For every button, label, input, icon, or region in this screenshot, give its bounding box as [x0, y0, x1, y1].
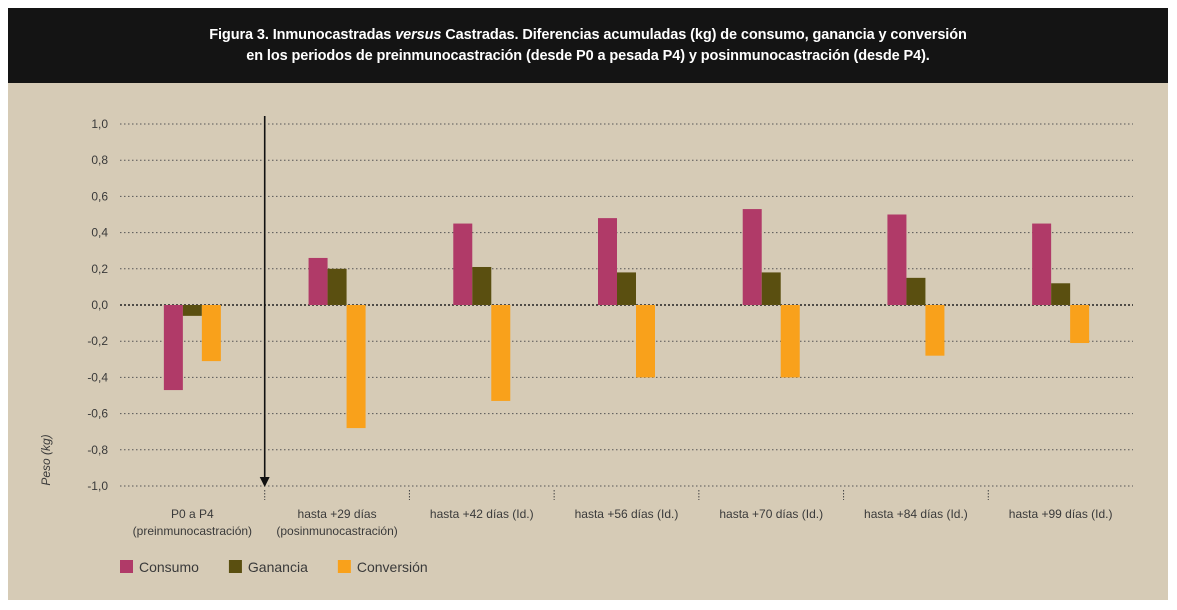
bar-ganancia — [182, 305, 202, 316]
x-tick-label: hasta +84 días (Id.) — [864, 507, 968, 521]
legend-swatch — [228, 560, 242, 573]
y-tick-label: 0,2 — [91, 262, 108, 276]
x-tick-label: (posinmunocastración) — [276, 524, 397, 538]
bar-conversi-n — [491, 305, 511, 401]
x-tick-label: P0 a P4 — [171, 507, 214, 521]
y-tick-label: 1,0 — [91, 117, 108, 131]
bar-consumo — [598, 218, 617, 305]
bar-consumo — [453, 223, 473, 305]
bar-conversi-n — [636, 305, 655, 378]
legend-label: Consumo — [139, 559, 199, 575]
bar-ganancia — [761, 272, 781, 305]
bar-conversi-n — [346, 305, 366, 429]
bar-ganancia — [906, 277, 926, 305]
title-bar: Figura 3. Inmunocastradas versus Castrad… — [8, 8, 1168, 83]
figure: Figura 3. Inmunocastradas versus Castrad… — [8, 8, 1168, 600]
grid-lines — [120, 123, 1133, 487]
chart-title-line-2: en los periodos de preinmunocastración (… — [246, 47, 930, 64]
x-tick-label: hasta +56 días (Id.) — [575, 507, 679, 521]
bar-conversi-n — [925, 305, 945, 356]
legend-label: Conversión — [357, 559, 428, 575]
bar-ganancia — [472, 266, 492, 305]
y-tick-label: 0,0 — [91, 298, 108, 312]
y-axis-title: Peso (kg) — [39, 434, 53, 485]
y-tick-label: -0,8 — [87, 443, 108, 457]
legend-label: Ganancia — [248, 559, 308, 575]
bar-conversi-n — [201, 305, 221, 362]
y-tick-label: -1,0 — [87, 479, 108, 493]
x-tick-label: (preinmunocastración) — [133, 524, 252, 538]
x-tick-label: hasta +42 días (Id.) — [430, 507, 534, 521]
x-tick-label: hasta +70 días (Id.) — [719, 507, 823, 521]
y-tick-label: 0,6 — [91, 189, 108, 203]
legend-swatch — [337, 560, 351, 573]
title-suffix: Castradas. Diferencias acumuladas (kg) d… — [441, 26, 967, 43]
bar-ganancia — [327, 268, 347, 305]
axes: 1,0 0,8 0,6 0,4 0,2 0,0 -0,2 -0,4 -0,6 -0,8 -1,0 Pe… — [39, 116, 1113, 538]
x-tick-label: hasta +29 días — [298, 507, 377, 521]
y-tick-label: -0,2 — [87, 334, 108, 348]
bar-ganancia — [617, 272, 636, 305]
legend-swatch — [120, 560, 133, 573]
bar-consumo — [742, 209, 762, 305]
bar-consumo — [1032, 223, 1052, 305]
bar-conversi-n — [780, 305, 800, 378]
y-tick-label: -0,6 — [87, 407, 108, 421]
y-tick-label: 0,8 — [91, 153, 108, 167]
legend: Consumo Ganancia Conversión — [120, 559, 428, 575]
title-italic: versus — [395, 26, 442, 43]
chart-title-line-1: Figura 3. Inmunocastradas versus Castrad… — [209, 25, 967, 46]
bar-ganancia — [1051, 283, 1071, 305]
y-tick-label: -0,4 — [87, 370, 108, 384]
title-prefix: Figura 3. Inmunocastradas — [209, 26, 396, 43]
bars — [163, 209, 1090, 429]
bar-consumo — [308, 257, 328, 305]
chart: 1,0 0,8 0,6 0,4 0,2 0,0 -0,2 -0,4 -0,6 -0,8 -1,0 Pe… — [39, 116, 1133, 575]
y-tick-label: 0,4 — [91, 226, 108, 240]
bar-conversi-n — [1070, 305, 1090, 344]
x-tick-label: hasta +99 días (Id.) — [1009, 507, 1113, 521]
bar-consumo — [163, 305, 183, 391]
bar-consumo — [887, 214, 907, 305]
